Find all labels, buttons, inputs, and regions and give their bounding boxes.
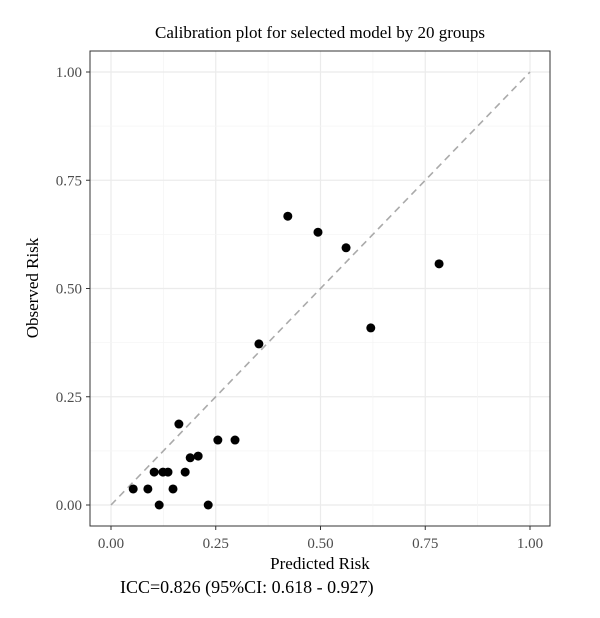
data-point xyxy=(341,243,351,253)
y-tick-label: 0.25 xyxy=(56,390,82,406)
data-point xyxy=(434,259,444,269)
data-point xyxy=(203,500,213,510)
data-point xyxy=(149,467,159,477)
data-point xyxy=(193,451,203,461)
data-point xyxy=(366,323,376,333)
x-tick-label: 0.00 xyxy=(98,536,124,552)
data-point xyxy=(154,500,164,510)
y-tick-label: 0.00 xyxy=(56,498,82,514)
x-axis-label: Predicted Risk xyxy=(270,554,370,573)
data-point xyxy=(128,484,138,494)
chart-title: Calibration plot for selected model by 2… xyxy=(155,23,485,42)
y-axis-label: Observed Risk xyxy=(23,237,42,338)
data-point xyxy=(213,435,223,445)
data-point xyxy=(163,467,173,477)
x-tick-label: 1.00 xyxy=(517,536,543,552)
data-point xyxy=(180,467,190,477)
x-tick-label: 0.25 xyxy=(203,536,229,552)
data-point xyxy=(283,211,293,221)
x-tick-label: 0.50 xyxy=(307,536,333,552)
y-tick-label: 1.00 xyxy=(56,65,82,81)
data-point xyxy=(313,227,323,237)
reference-line xyxy=(110,71,531,506)
data-point xyxy=(174,419,184,429)
icc-annotation: ICC=0.826 (95%CI: 0.618 - 0.927) xyxy=(120,577,374,598)
data-point xyxy=(254,339,264,349)
x-tick-label: 0.75 xyxy=(412,536,438,552)
y-tick-label: 0.50 xyxy=(56,282,82,298)
data-point xyxy=(230,435,240,445)
data-point xyxy=(185,453,195,463)
data-point xyxy=(143,484,153,494)
y-tick-label: 0.75 xyxy=(56,173,82,189)
data-point xyxy=(168,484,178,494)
